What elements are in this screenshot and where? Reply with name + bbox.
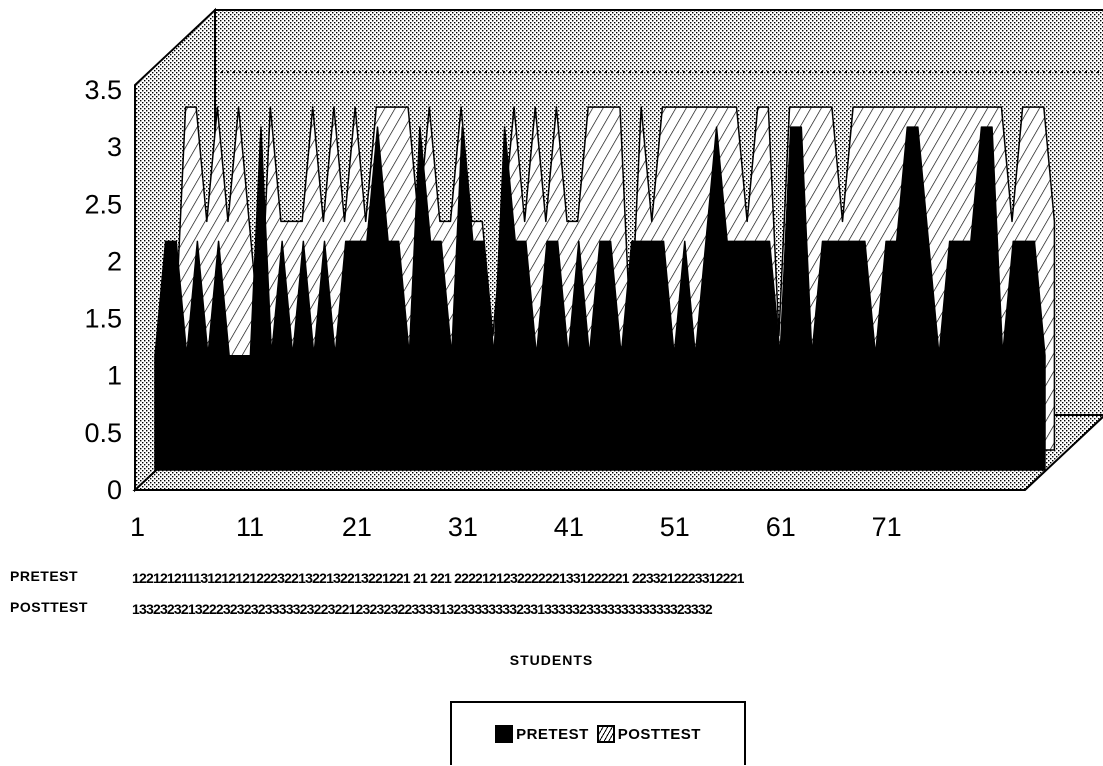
series-pretest [154, 126, 1046, 471]
x-tick-label: 61 [766, 512, 796, 542]
posttest-row-label: POSTTEST [10, 599, 88, 615]
posttest-row-values: 1332323213222323232333332322322123232322… [132, 601, 713, 617]
y-axis: 0 0.5 1 1.5 2 2.5 3 3.5 [84, 75, 122, 505]
chart-3d-area: 00.511.522.533.5 1 11 21 31 41 51 61 71 [84, 7, 1103, 542]
x-tick-label: 41 [554, 512, 584, 542]
x-tick-label: 11 [236, 512, 264, 542]
pretest-area [154, 126, 1046, 471]
y-tick-label: 2 [107, 246, 122, 276]
y-tick-label: 1 [107, 361, 122, 391]
legend-label-posttest: POSTTEST [617, 725, 701, 743]
legend: PRETEST POSTTEST [450, 701, 746, 765]
legend-swatch-pretest [495, 725, 514, 743]
x-tick-label: 51 [660, 512, 690, 542]
x-tick-label: 1 [130, 512, 145, 542]
y-tick-label: 0 [107, 475, 122, 505]
y-tick-label: 2.5 [84, 189, 122, 219]
pretest-row-label: PRETEST [10, 568, 79, 584]
y-tick-label: 3.5 [84, 75, 122, 105]
x-axis: 1 11 21 31 41 51 61 71 [130, 512, 902, 542]
y-tick-label: 1.5 [84, 304, 122, 334]
legend-swatch-posttest [596, 725, 615, 743]
legend-item-posttest: POSTTEST [596, 725, 701, 743]
legend-item-pretest: PRETEST [495, 725, 589, 743]
pretest-row-values: 1221212111312121212223221322132213221221… [132, 570, 744, 586]
x-tick-label: 31 [448, 512, 478, 542]
x-axis-label: STUDENTS [509, 652, 594, 668]
y-tick-label: 0.5 [84, 418, 122, 448]
x-tick-label: 21 [342, 512, 372, 542]
x-tick-label: 71 [872, 512, 902, 542]
y-tick-label: 3 [107, 132, 122, 162]
legend-label-pretest: PRETEST [516, 725, 589, 743]
